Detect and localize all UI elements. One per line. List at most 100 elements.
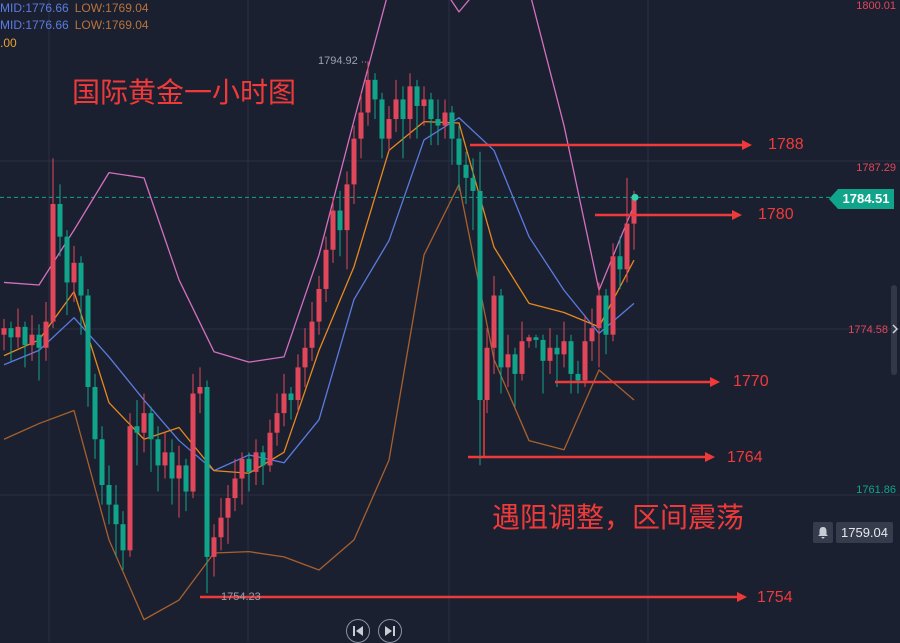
candle-up — [442, 112, 448, 126]
candle-down — [456, 138, 462, 165]
candle-up — [547, 347, 553, 361]
candle-down — [498, 295, 504, 368]
candle-down — [92, 386, 98, 440]
candle-up — [127, 426, 133, 551]
candle-down — [22, 326, 28, 346]
candle-up — [190, 393, 196, 492]
legend-low: LOW:1769.04 — [74, 18, 149, 32]
price-scrollbar[interactable] — [891, 285, 897, 375]
candle-up — [197, 386, 203, 394]
candle-down — [155, 439, 161, 466]
legend-low: LOW:1769.04 — [74, 1, 149, 15]
candle-up — [309, 321, 315, 348]
candle-up — [358, 112, 364, 139]
candle-down — [463, 164, 469, 178]
candle-down — [414, 86, 420, 106]
candle-down — [113, 504, 119, 525]
axis-label: 1774.58 — [848, 324, 888, 336]
annotation-label-1770: 1770 — [733, 373, 769, 390]
legend-row-3: .00 — [0, 36, 17, 50]
candle-down — [568, 341, 574, 374]
candle-down — [337, 210, 343, 231]
chevron-right-icon[interactable] — [892, 324, 898, 334]
candle-up — [386, 119, 392, 139]
candle-down — [260, 452, 266, 466]
candle-up — [239, 458, 245, 479]
candle-up — [302, 347, 308, 368]
candle-up — [323, 249, 329, 289]
candle-down — [540, 339, 546, 361]
candle-up — [344, 184, 350, 231]
candle-up — [582, 341, 588, 381]
axis-label: 1761.86 — [856, 484, 896, 496]
candle-down — [8, 328, 14, 338]
candle-down — [36, 334, 42, 348]
high-marker: 1794.92 — [318, 55, 358, 67]
candle-up — [15, 326, 21, 338]
candle-down — [120, 524, 126, 551]
legend-row-1: MID:1776.66 LOW:1769.04 — [0, 1, 149, 15]
candle-up — [29, 334, 35, 346]
candle-down — [148, 413, 154, 440]
lower-band-line — [3, 183, 635, 621]
candle-up — [71, 262, 77, 283]
candle-down — [435, 119, 441, 126]
candle-down — [603, 295, 609, 335]
skip-forward-button[interactable] — [378, 619, 402, 643]
candle-down — [169, 452, 175, 479]
chart-title: 国际黄金一小时图 — [72, 77, 297, 108]
candle-down — [379, 99, 385, 139]
bell-button[interactable] — [813, 522, 833, 543]
candle-down — [204, 386, 210, 557]
candle-down — [512, 354, 518, 374]
annotation-label-1780: 1780 — [758, 206, 794, 223]
candle-up — [589, 328, 595, 342]
candle-up — [393, 99, 399, 120]
candle-down — [477, 190, 483, 401]
last-price-dot — [631, 193, 639, 201]
candle-down — [617, 256, 623, 270]
legend-row-2: MID:1776.66 LOW:1769.04 — [0, 18, 149, 32]
upper-band-line — [3, 0, 635, 363]
skip-forward-icon — [385, 626, 395, 636]
candle-down — [99, 439, 105, 486]
arrow-head-icon — [710, 377, 720, 387]
comment-text: 遇阻调整，区间震荡 — [492, 502, 745, 533]
candle-up — [50, 204, 56, 322]
candle-down — [428, 99, 434, 120]
candle-up — [281, 393, 287, 414]
candle-up — [232, 478, 238, 499]
annotation-label-1764: 1764 — [727, 449, 763, 466]
crosshair-price-label: 1759.04 — [836, 522, 893, 543]
low-marker: 1754.23 — [221, 591, 261, 603]
candle-up — [421, 99, 427, 106]
candle-down — [372, 79, 378, 100]
candle-up — [624, 223, 630, 270]
candle-up — [225, 498, 231, 518]
candle-down — [554, 347, 560, 355]
candle-down — [134, 426, 140, 433]
candle-down — [575, 373, 581, 381]
candle-up — [218, 517, 224, 538]
candle-up — [351, 138, 357, 185]
axis-label: 1800.01 — [856, 0, 896, 12]
annotation-label-1788: 1788 — [768, 136, 804, 153]
arrow-head-icon — [705, 452, 715, 462]
candle-up — [519, 341, 525, 374]
candle-down — [106, 485, 112, 505]
candle-up — [596, 295, 602, 329]
candle-down — [64, 236, 70, 283]
candle-up — [1, 328, 7, 335]
candle-down — [85, 295, 91, 387]
candle-up — [43, 321, 49, 348]
skip-back-icon — [353, 626, 363, 636]
candle-up — [561, 341, 567, 355]
candle-down — [288, 393, 294, 401]
bell-icon — [818, 527, 828, 539]
candle-up — [365, 79, 371, 113]
skip-back-button[interactable] — [346, 619, 370, 643]
candle-down — [57, 204, 63, 237]
candle-down — [470, 177, 476, 191]
legend-mid: MID:1776.66 — [0, 18, 69, 32]
